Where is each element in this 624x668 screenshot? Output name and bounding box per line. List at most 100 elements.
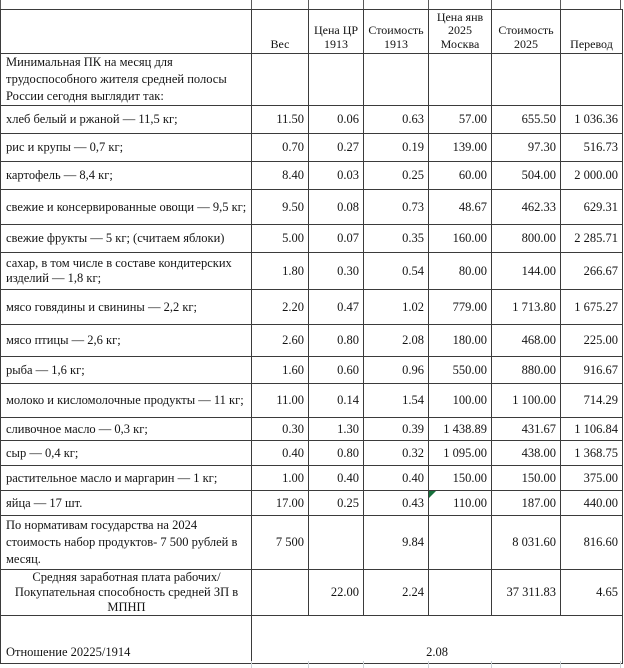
cost-2025-cell[interactable]: 431.67 xyxy=(492,418,561,440)
row-label-cell[interactable]: сливочное масло — 0,3 кг; xyxy=(1,418,252,440)
perevod-cell[interactable]: 2 000.00 xyxy=(574,168,618,182)
weight-cell[interactable] xyxy=(252,570,309,615)
price-1913-cell[interactable]: 0.80 xyxy=(309,325,364,356)
price-1913-cell[interactable]: 0.80 xyxy=(309,441,364,465)
price-1913-cell[interactable]: 0.07 xyxy=(309,225,364,252)
cost-2025-cell[interactable]: 800.00 xyxy=(492,225,561,252)
cost-1913-cell[interactable]: 0.63 xyxy=(364,106,429,133)
cost-2025-cell[interactable]: 1 100.00 xyxy=(492,384,561,417)
price-2025-cell[interactable] xyxy=(429,54,492,105)
cost-1913-cell[interactable]: 0.54 xyxy=(364,253,429,289)
perevod-cell[interactable] xyxy=(561,54,622,105)
perevod-cell[interactable]: 2 285.71 xyxy=(574,231,618,245)
cost-2025-cell[interactable]: 880.00 xyxy=(492,357,561,383)
row-label-cell[interactable]: мясо птицы — 2,6 кг; xyxy=(1,325,252,356)
row-label-cell[interactable]: хлеб белый и ржаной — 11,5 кг; xyxy=(1,106,252,133)
weight-cell[interactable]: 5.00 xyxy=(252,225,309,252)
row-label-cell[interactable]: яйца — 17 шт. xyxy=(1,491,252,515)
price-2025-cell[interactable]: 57.00 xyxy=(429,106,492,133)
price-2025-cell[interactable] xyxy=(429,570,492,615)
row-label-cell[interactable]: рис и крупы — 0,7 кг; xyxy=(1,134,252,161)
price-1913-cell[interactable]: 0.08 xyxy=(309,190,364,224)
cost-2025-cell[interactable]: 655.50 xyxy=(492,106,561,133)
weight-cell[interactable]: 0.40 xyxy=(252,441,309,465)
cost-1913-cell[interactable]: 1.54 xyxy=(364,384,429,417)
cost-1913-cell[interactable]: 0.32 xyxy=(364,441,429,465)
perevod-cell[interactable]: 225.00 xyxy=(583,333,618,347)
price-2025-cell[interactable]: 80.00 xyxy=(429,253,492,289)
perevod-cell[interactable]: 440.00 xyxy=(583,495,618,510)
row-label-cell[interactable]: рыба — 1,6 кг; xyxy=(1,357,252,383)
price-2025-cell[interactable]: 110.00 xyxy=(429,491,492,515)
row-label-cell[interactable]: растительное масло и маргарин — 1 кг; xyxy=(1,466,252,490)
price-2025-cell[interactable]: 1 095.00 xyxy=(429,441,492,465)
price-2025-cell[interactable]: 48.67 xyxy=(429,190,492,224)
cost-2025-cell[interactable]: 8 031.60 xyxy=(492,516,561,569)
row-label-cell[interactable]: свежие и консервированные овощи — 9,5 кг… xyxy=(1,190,252,224)
cost-2025-cell[interactable]: 187.00 xyxy=(492,491,561,515)
weight-cell[interactable]: 0.70 xyxy=(252,134,309,161)
price-2025-cell[interactable]: 550.00 xyxy=(429,357,492,383)
price-1913-cell[interactable]: 0.47 xyxy=(309,290,364,324)
perevod-cell[interactable]: 1 675.27 xyxy=(574,299,618,314)
weight-cell[interactable]: 11.00 xyxy=(252,384,309,417)
price-2025-cell[interactable]: 180.00 xyxy=(429,325,492,356)
cost-1913-cell[interactable]: 0.43 xyxy=(364,491,429,515)
cost-2025-cell[interactable]: 504.00 xyxy=(492,162,561,189)
weight-cell[interactable]: 2.60 xyxy=(252,325,309,356)
perevod-cell[interactable]: 516.73 xyxy=(583,140,618,154)
cost-1913-cell[interactable]: 0.40 xyxy=(364,466,429,490)
perevod-cell[interactable]: 266.67 xyxy=(583,263,618,278)
header-cell-perevod[interactable]: Перевод xyxy=(570,36,613,51)
header-cell-cost-2025[interactable]: Стоимость 2025 xyxy=(492,10,561,53)
cost-1913-cell[interactable]: 0.19 xyxy=(364,134,429,161)
price-1913-cell[interactable] xyxy=(309,516,364,569)
cost-1913-cell[interactable]: 2.08 xyxy=(364,325,429,356)
row-label-cell[interactable]: По нормативам государства на 2024 стоимо… xyxy=(1,516,252,569)
price-1913-cell[interactable]: 0.06 xyxy=(309,106,364,133)
header-cell-cost-1913[interactable]: Стоимость 1913 xyxy=(364,10,429,53)
row-label-cell[interactable]: мясо говядины и свинины — 2,2 кг; xyxy=(1,290,252,324)
weight-cell[interactable]: 17.00 xyxy=(252,491,309,515)
price-1913-cell[interactable]: 0.14 xyxy=(309,384,364,417)
weight-cell[interactable]: 9.50 xyxy=(252,190,309,224)
weight-cell[interactable]: 11.50 xyxy=(252,106,309,133)
ratio-value-cell[interactable]: 2.08 xyxy=(426,645,448,659)
cost-1913-cell[interactable]: 0.25 xyxy=(364,162,429,189)
price-2025-cell[interactable]: 1 438.89 xyxy=(429,418,492,440)
price-1913-cell[interactable]: 0.25 xyxy=(309,491,364,515)
cost-2025-cell[interactable]: 462.33 xyxy=(492,190,561,224)
price-1913-cell[interactable]: 0.60 xyxy=(309,357,364,383)
perevod-cell[interactable]: 1 036.36 xyxy=(574,112,618,126)
cost-2025-cell[interactable]: 37 311.83 xyxy=(492,570,561,615)
price-1913-cell[interactable]: 22.00 xyxy=(309,570,364,615)
price-2025-cell[interactable] xyxy=(429,516,492,569)
weight-cell[interactable] xyxy=(252,54,309,105)
cost-2025-cell[interactable] xyxy=(492,54,561,105)
perevod-cell[interactable]: 375.00 xyxy=(583,470,618,485)
header-cell-weight[interactable]: Вес xyxy=(252,10,309,53)
header-cell-price-2025[interactable]: Цена янв 2025 Москва xyxy=(429,10,492,53)
perevod-cell[interactable]: 629.31 xyxy=(583,199,618,214)
row-label-cell[interactable]: Минимальная ПК на месяц для трудоспособн… xyxy=(1,54,252,105)
price-2025-cell[interactable]: 139.00 xyxy=(429,134,492,161)
weight-cell[interactable]: 1.80 xyxy=(252,253,309,289)
price-1913-cell[interactable]: 1.30 xyxy=(309,418,364,440)
cost-1913-cell[interactable]: 0.96 xyxy=(364,357,429,383)
cost-1913-cell[interactable] xyxy=(364,54,429,105)
weight-cell[interactable]: 0.30 xyxy=(252,418,309,440)
price-1913-cell[interactable]: 0.03 xyxy=(309,162,364,189)
perevod-cell[interactable]: 816.60 xyxy=(583,535,618,549)
price-1913-cell[interactable]: 0.30 xyxy=(309,253,364,289)
weight-cell[interactable]: 1.60 xyxy=(252,357,309,383)
cost-2025-cell[interactable]: 97.30 xyxy=(492,134,561,161)
cost-2025-cell[interactable]: 150.00 xyxy=(492,466,561,490)
perevod-cell[interactable]: 714.29 xyxy=(583,393,618,407)
weight-cell[interactable]: 7 500 xyxy=(252,516,309,569)
cost-2025-cell[interactable]: 1 713.80 xyxy=(492,290,561,324)
price-2025-cell[interactable]: 160.00 xyxy=(429,225,492,252)
row-label-cell[interactable]: Средняя заработная плата рабочих/Покупат… xyxy=(1,570,252,615)
cost-2025-cell[interactable]: 468.00 xyxy=(492,325,561,356)
price-1913-cell[interactable]: 0.40 xyxy=(309,466,364,490)
cost-1913-cell[interactable]: 0.73 xyxy=(364,190,429,224)
